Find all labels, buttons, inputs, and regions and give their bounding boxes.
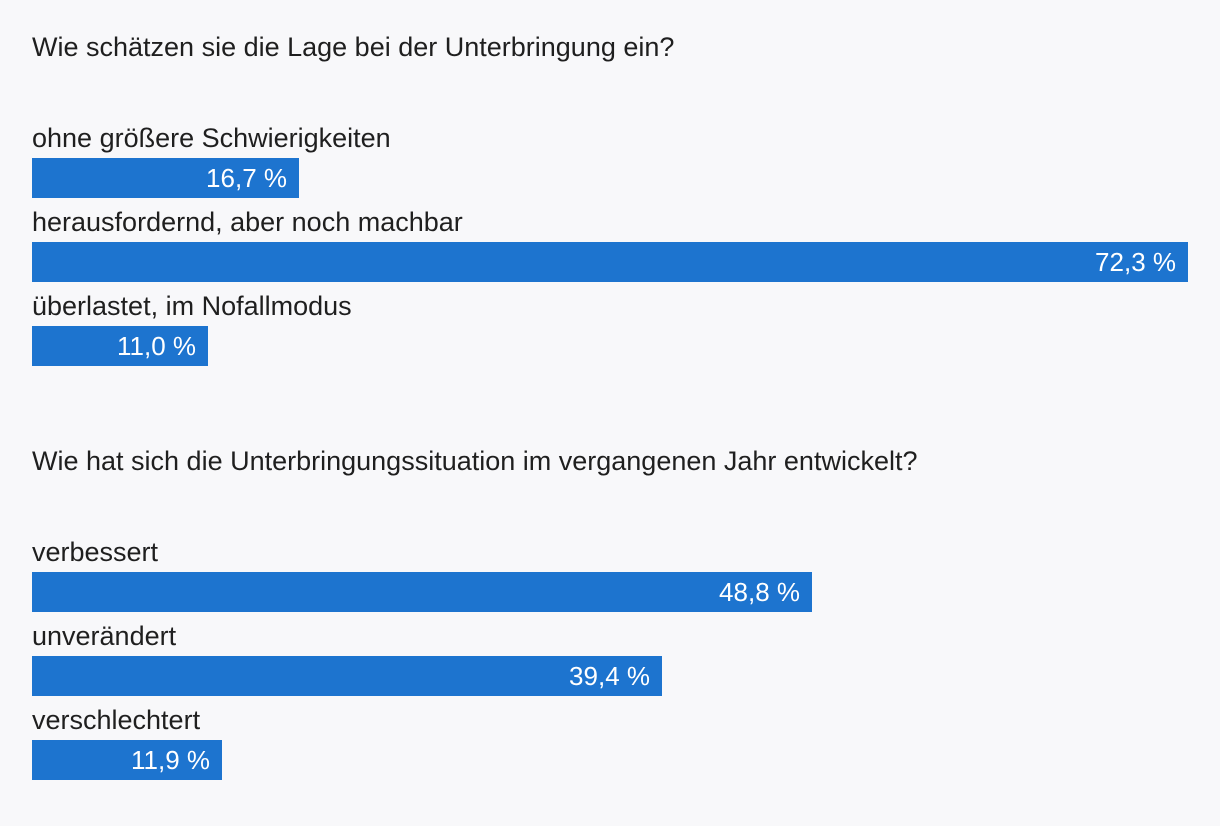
bar-track: 39,4 %	[32, 656, 1188, 696]
bar-row: ohne größere Schwierigkeiten 16,7 %	[32, 120, 1188, 210]
chart-title: Wie schätzen sie die Lage bei der Unterb…	[32, 32, 675, 62]
bar-value-label: 16,7 %	[206, 163, 287, 193]
chart-title: Wie hat sich die Unterbringungssituation…	[32, 446, 918, 476]
bar: 16,7 %	[32, 158, 299, 198]
bar-track: 72,3 %	[32, 242, 1188, 282]
bar-row: herausfordernd, aber noch machbar 72,3 %	[32, 204, 1188, 294]
bar-row: verbessert 48,8 %	[32, 534, 1188, 624]
bar-track: 48,8 %	[32, 572, 1188, 612]
bar-value-label: 39,4 %	[569, 661, 650, 691]
bar-track: 11,9 %	[32, 740, 1188, 780]
bar: 48,8 %	[32, 572, 812, 612]
bar-row: überlastet, im Nofallmodus 11,0 %	[32, 288, 1188, 378]
bar-category-label: überlastet, im Nofallmodus	[32, 291, 352, 321]
bar-value-label: 72,3 %	[1095, 247, 1176, 277]
bar-track: 11,0 %	[32, 326, 1188, 366]
bar-track: 16,7 %	[32, 158, 1188, 198]
bar-value-label: 48,8 %	[719, 577, 800, 607]
bar-category-label: ohne größere Schwierigkeiten	[32, 123, 391, 153]
bar-category-label: verbessert	[32, 537, 159, 567]
bar-category-label: verschlechtert	[32, 705, 201, 735]
chart-block-lage: Wie schätzen sie die Lage bei der Unterb…	[32, 26, 1188, 378]
chart-block-entwicklung: Wie hat sich die Unterbringungssituation…	[32, 440, 1188, 792]
bar: 11,9 %	[32, 740, 222, 780]
bar: 39,4 %	[32, 656, 662, 696]
bar-value-label: 11,9 %	[130, 745, 210, 775]
bar-value-label: 11,0 %	[116, 331, 196, 361]
bar: 11,0 %	[32, 326, 208, 366]
bar: 72,3 %	[32, 242, 1188, 282]
bar-category-label: herausfordernd, aber noch machbar	[32, 207, 463, 237]
bar-row: unverändert 39,4 %	[32, 618, 1188, 708]
bar-row: verschlechtert 11,9 %	[32, 702, 1188, 792]
bar-category-label: unverändert	[32, 621, 177, 651]
